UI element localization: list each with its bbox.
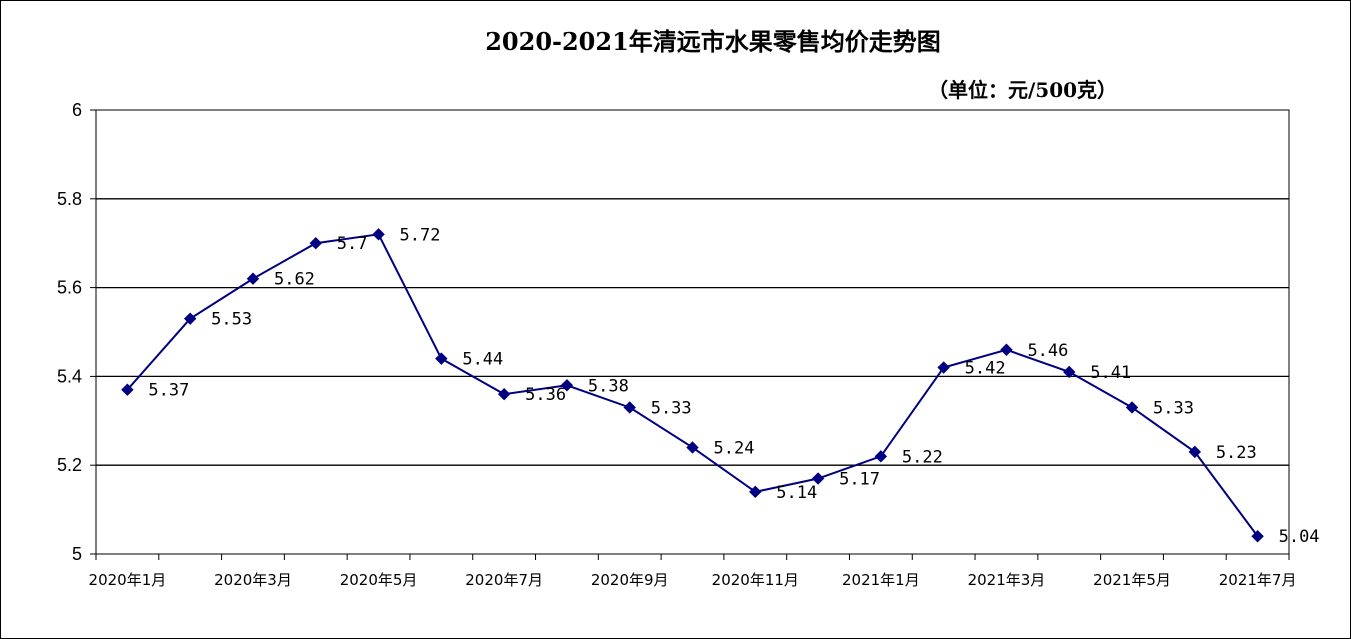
data-label: 5.38 <box>588 376 629 396</box>
data-point-marker <box>749 485 762 499</box>
data-point-marker <box>1188 445 1202 459</box>
data-point-marker <box>937 361 950 374</box>
x-tick-label: 2021年7月 <box>1219 571 1297 589</box>
data-label: 5.17 <box>839 470 880 490</box>
data-point-marker <box>309 236 322 250</box>
x-tick-label: 2020年5月 <box>340 571 418 589</box>
data-label: 5.41 <box>1090 363 1131 383</box>
plot-area <box>95 109 1290 555</box>
data-point-marker <box>435 352 448 365</box>
data-point-marker <box>686 441 699 454</box>
data-point-marker <box>1251 530 1264 543</box>
data-point-marker <box>811 472 825 485</box>
data-point-marker <box>183 312 197 325</box>
data-label: 5.22 <box>902 447 943 467</box>
y-tick-label: 6 <box>72 100 82 120</box>
data-label: 5.33 <box>651 398 692 418</box>
data-point-marker <box>497 387 511 401</box>
data-label: 5.37 <box>148 381 189 401</box>
x-tick-label: 2021年5月 <box>1093 571 1171 589</box>
data-label: 5.23 <box>1216 443 1257 463</box>
data-label: 5.14 <box>776 483 817 503</box>
data-point-marker <box>121 383 134 396</box>
data-label: 5.36 <box>525 385 566 405</box>
data-label: 5.62 <box>274 270 315 290</box>
data-point-marker <box>372 228 385 241</box>
x-tick-label: 2020年3月 <box>214 571 292 589</box>
chart-title: 2020-2021年清远市水果零售均价走势图 <box>485 27 941 56</box>
data-label: 5.46 <box>1027 341 1068 361</box>
data-point-marker <box>1063 365 1076 379</box>
data-label: 5.44 <box>462 350 503 370</box>
data-label: 5.53 <box>211 310 252 330</box>
y-tick-label: 5.8 <box>57 189 82 209</box>
data-point-marker <box>1000 343 1013 356</box>
data-point-marker <box>1125 401 1139 414</box>
data-label: 5.33 <box>1153 398 1194 418</box>
data-label: 5.72 <box>400 225 441 245</box>
data-label: 5.04 <box>1279 527 1320 547</box>
x-tick-label: 2021年3月 <box>968 571 1046 589</box>
x-tick-label: 2020年11月 <box>712 571 799 589</box>
x-tick-label: 2020年9月 <box>591 571 669 589</box>
x-tick-label: 2020年1月 <box>89 571 167 589</box>
unit-label: （单位：元/500克） <box>928 78 1118 102</box>
data-point-marker <box>246 272 260 285</box>
data-point-marker <box>623 401 636 414</box>
data-point-marker <box>560 379 574 392</box>
x-tick-label: 2020年7月 <box>465 571 543 589</box>
data-label: 5.24 <box>714 438 755 458</box>
data-label: 5.7 <box>337 234 368 254</box>
data-label: 5.42 <box>965 359 1006 379</box>
x-tick-label: 2021年1月 <box>842 571 920 589</box>
y-tick-label: 5.2 <box>57 455 82 475</box>
data-point-marker <box>874 450 888 463</box>
y-tick-label: 5 <box>72 544 82 564</box>
y-tick-label: 5.6 <box>57 278 82 298</box>
y-tick-label: 5.4 <box>57 366 82 386</box>
